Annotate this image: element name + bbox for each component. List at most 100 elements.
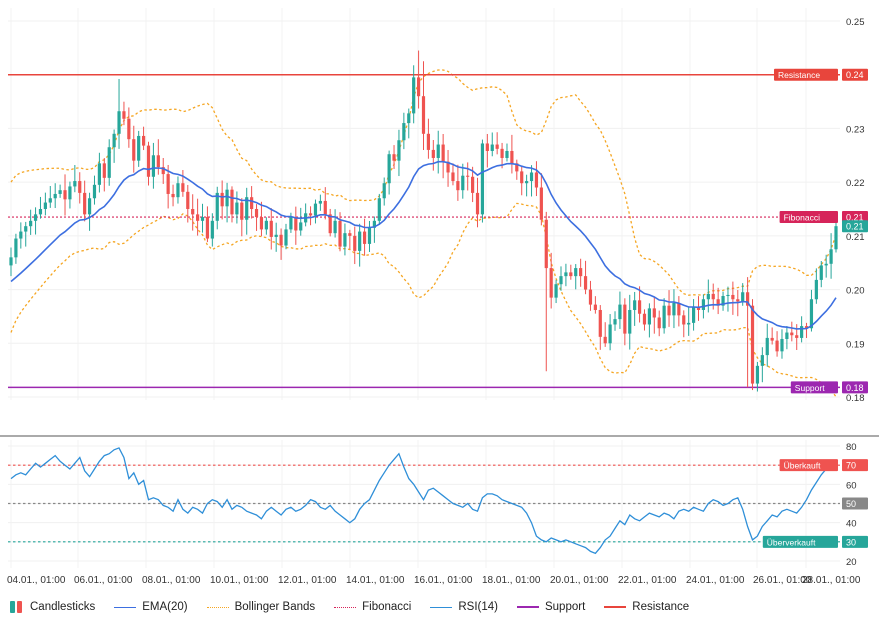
candle-body: [712, 294, 715, 299]
candle-body: [363, 232, 366, 244]
candle-body: [604, 337, 607, 343]
candle-body: [14, 239, 17, 258]
candle-body: [579, 268, 582, 276]
last-price-value-label: 0.21: [846, 222, 864, 232]
candle-body: [451, 172, 454, 181]
candle-body: [368, 228, 371, 244]
candle-body: [88, 198, 91, 214]
candle-body: [157, 155, 160, 167]
candle-body: [24, 226, 27, 231]
candle-body: [191, 209, 194, 214]
legend-resistance[interactable]: Resistance: [604, 601, 689, 613]
candle-body: [54, 194, 57, 198]
candle-body: [741, 292, 744, 301]
candle-body: [230, 190, 233, 215]
candle-body: [500, 149, 503, 158]
legend-rsi[interactable]: RSI(14): [430, 601, 498, 613]
candle-body: [294, 217, 297, 230]
rsi-tick-label: 60: [846, 480, 857, 491]
price-tick-label: 0.20: [846, 286, 865, 297]
candle-body: [250, 197, 253, 209]
candle-body: [137, 136, 140, 161]
line-swatch-icon: [114, 607, 136, 608]
candle-body: [338, 221, 341, 247]
candle-body: [771, 338, 774, 341]
candle-body: [132, 139, 135, 160]
candle-body: [481, 143, 484, 214]
candle-body: [702, 299, 705, 310]
candle-body: [677, 303, 680, 315]
candle-body: [309, 213, 312, 215]
candle-body: [618, 305, 621, 320]
candle-body: [93, 185, 96, 198]
legend-label: RSI(14): [458, 601, 498, 613]
candle-body: [343, 233, 346, 246]
candle-body: [540, 188, 543, 220]
legend-fibonacci[interactable]: Fibonacci: [334, 601, 411, 613]
candle-body: [73, 181, 76, 186]
candle-body: [117, 111, 120, 134]
candle-body: [83, 193, 86, 214]
candle-body: [795, 335, 798, 338]
candle-body: [196, 214, 199, 220]
candle-body: [564, 272, 567, 276]
candle-body: [687, 323, 690, 325]
candle-body: [834, 226, 837, 249]
candle-body: [407, 113, 410, 123]
candle-body: [707, 294, 710, 299]
candle-body: [19, 232, 22, 239]
legend-ema[interactable]: EMA(20): [114, 601, 187, 613]
candle-body: [167, 174, 170, 194]
candle-body: [609, 324, 612, 343]
candle-body: [388, 154, 391, 183]
candle-body: [181, 183, 184, 192]
candle-body: [520, 171, 523, 183]
candle-body: [736, 299, 739, 301]
x-tick-label: 28.01., 01:00: [802, 575, 861, 586]
middle-value-label: 50: [846, 499, 856, 509]
candle-body: [491, 145, 494, 151]
price-tick-label: 0.21: [846, 232, 865, 243]
legend-support[interactable]: Support: [517, 601, 585, 613]
candle-body: [672, 303, 675, 315]
candle-body: [658, 318, 661, 329]
candle-body: [820, 265, 823, 280]
candle-body: [442, 145, 445, 162]
x-tick-label: 16.01., 01:00: [414, 575, 473, 586]
candle-body: [466, 176, 469, 177]
candle-body: [378, 198, 381, 221]
candle-body: [324, 201, 327, 214]
legend-label: Fibonacci: [362, 601, 411, 613]
candle-body: [559, 276, 562, 284]
candle-body: [152, 155, 155, 176]
line-swatch-icon: [430, 607, 452, 608]
candle-body: [628, 310, 631, 334]
candle-body: [142, 136, 145, 146]
candle-body: [825, 264, 828, 266]
legend-candlesticks[interactable]: Candlesticks: [10, 601, 95, 613]
candle-body: [486, 143, 489, 151]
candle-body: [496, 145, 499, 149]
line-swatch-icon: [517, 606, 539, 608]
oversold-tag-label: Überverkauft: [767, 537, 816, 547]
candle-body: [334, 221, 337, 233]
candle-body: [289, 217, 292, 229]
candle-body: [756, 366, 759, 384]
price-chart[interactable]: 0.25 0.24 0.23 0.22 0.21 0.20 0.19 0.18 80 70 60 50…: [0, 0, 879, 594]
candle-body: [554, 284, 557, 297]
candle-body: [751, 306, 754, 384]
x-tick-label: 14.01., 01:00: [346, 575, 405, 586]
candle-body: [319, 201, 322, 204]
overbought-tag-label: Überkauft: [784, 461, 821, 471]
candle-body: [667, 306, 670, 316]
candle-body: [599, 310, 602, 337]
candle-body: [235, 203, 238, 215]
candle-body: [437, 145, 440, 158]
candle-body: [613, 319, 616, 324]
dotted-swatch-icon: [334, 607, 356, 608]
legend-bollinger[interactable]: Bollinger Bands: [207, 601, 316, 613]
price-tick-label: 0.25: [846, 17, 865, 28]
candle-body: [127, 119, 130, 139]
candle-body: [221, 193, 224, 206]
candle-body: [348, 233, 351, 236]
